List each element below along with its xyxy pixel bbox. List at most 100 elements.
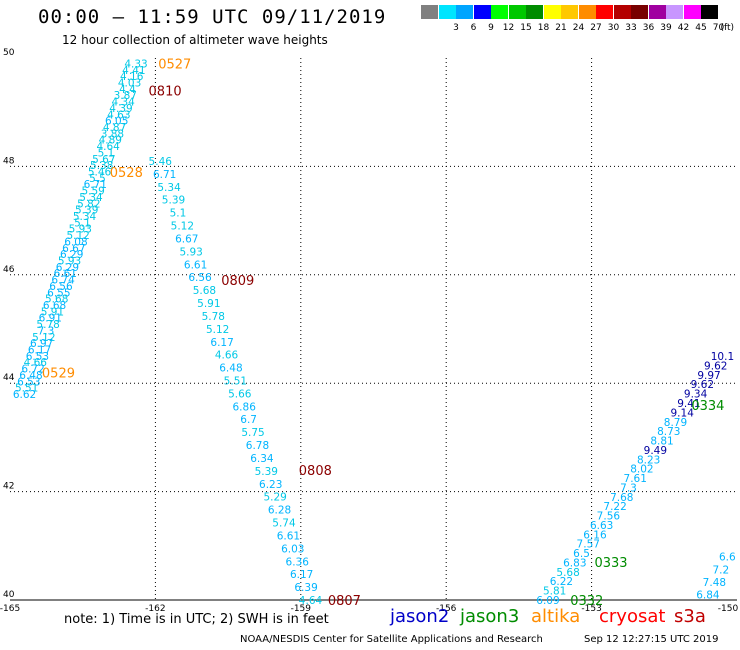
- swh-value: 4.63: [107, 109, 130, 121]
- swh-value: 8.73: [657, 426, 680, 438]
- swh-value: 6.71: [84, 179, 107, 191]
- legend-label: 6: [470, 23, 477, 33]
- swh-value: 6.6: [719, 552, 736, 564]
- lat-tick-label: 48: [3, 156, 15, 166]
- pass-time-label: 0810: [149, 85, 182, 100]
- swh-value: 9.62: [691, 379, 714, 391]
- swh-value: 5.75: [241, 427, 264, 439]
- swh-value: 6.17: [290, 569, 313, 581]
- swh-value: 5.74: [272, 518, 296, 530]
- swh-value: 5.68: [45, 294, 68, 306]
- satellite-legend-altika: altika: [531, 606, 581, 627]
- swh-value: 6.34: [250, 453, 274, 465]
- swh-value: 7.56: [597, 511, 621, 523]
- lat-tick-label: 46: [3, 265, 15, 275]
- swh-value: 6.55: [47, 287, 70, 299]
- swh-value: 5.34: [73, 211, 97, 223]
- pass-time-label: 0334: [691, 399, 724, 414]
- swh-value: 8.81: [650, 436, 673, 448]
- swh-value: 3.88: [101, 128, 124, 140]
- swh-value: 5.68: [193, 285, 216, 297]
- legend-swatch: [631, 5, 648, 19]
- swh-value: 6.68: [43, 300, 66, 312]
- swh-value: 6.29: [56, 262, 79, 274]
- swh-value: 5.66: [228, 388, 252, 400]
- wave-height-tracks: 4.334.414.164.034.43.874.344.394.636.054…: [13, 58, 736, 607]
- legend-label: 3: [453, 23, 459, 33]
- swh-value: 6.63: [590, 520, 613, 532]
- legend-label: 42: [677, 23, 690, 33]
- legend-label: 45: [695, 23, 707, 33]
- swh-value: 6.53: [17, 376, 40, 388]
- legend-swatch: [578, 5, 596, 19]
- pass-time-label: 0528: [110, 166, 143, 181]
- swh-value: 9.41: [677, 398, 700, 410]
- swh-value: 5.82: [77, 198, 100, 210]
- swh-value: 6.86: [233, 401, 257, 413]
- satellite-legend-s3a: s3a: [674, 606, 706, 627]
- swh-value: 6.74: [51, 275, 75, 287]
- swh-value: 4.41: [122, 65, 145, 77]
- satellite-legend-jason3: jason3: [460, 606, 520, 627]
- swh-value: 6.23: [259, 479, 282, 491]
- swh-value: 6.62: [13, 389, 36, 401]
- footer-credit: NOAA/NESDIS Center for Satellite Applica…: [240, 634, 543, 645]
- swh-value: 5.46: [149, 156, 173, 168]
- legend-swatch: [491, 5, 508, 19]
- legend-label: 21: [555, 23, 567, 33]
- swh-value: 6.78: [246, 440, 269, 452]
- swh-value: 5.1: [74, 217, 91, 229]
- swh-value: 6.39: [294, 582, 317, 594]
- legend-label: 9: [488, 23, 494, 33]
- swh-value: 9.49: [644, 445, 667, 457]
- footer-timestamp: Sep 12 12:27:15 UTC 2019: [584, 634, 719, 645]
- lat-tick-label: 44: [3, 373, 15, 383]
- legend-swatch: [526, 5, 543, 19]
- pass-time-labels: 0807 0808 0809 0810 0527 0528 0529 0332 0333 0334: [42, 57, 725, 609]
- swh-value: 6.56: [49, 281, 73, 293]
- swh-value: 7.3: [620, 482, 637, 494]
- legend-swatch: [701, 5, 718, 19]
- swh-value: 4.66: [24, 357, 48, 369]
- legend-label: 15: [520, 23, 532, 33]
- swh-value: 6.61: [54, 268, 77, 280]
- swh-value: 5.93: [179, 246, 202, 258]
- swh-value: 5.93: [58, 256, 81, 268]
- lon-tick-label: -153: [581, 604, 601, 614]
- legend-swatch: [473, 5, 491, 19]
- swh-value: 5.5: [89, 173, 106, 185]
- legend-label: 33: [625, 23, 637, 33]
- swh-value: 5.51: [224, 375, 247, 387]
- swh-value: 6.84: [696, 590, 720, 602]
- pass-time-label: 0527: [158, 57, 191, 72]
- swh-value: 6.08: [64, 236, 87, 248]
- swh-value: 5.39: [255, 466, 278, 478]
- satellite-legend-jason2: jason2: [390, 606, 450, 627]
- swh-value: 9.97: [697, 370, 720, 382]
- swh-value: 6.22: [550, 576, 573, 588]
- swh-value: 7.57: [577, 539, 600, 551]
- swh-value: 4.03: [118, 77, 141, 89]
- swh-value: 5.78: [36, 319, 59, 331]
- lat-tick-label: 42: [3, 482, 14, 492]
- swh-value: 9.14: [671, 407, 695, 419]
- legend-label: 36: [642, 23, 655, 33]
- swh-value: 6.53: [26, 351, 49, 363]
- swh-value: 5.91: [41, 306, 64, 318]
- swh-value: 5.46: [88, 167, 112, 179]
- swh-value: 6.5: [573, 548, 590, 560]
- page-subtitle: 12 hour collection of altimeter wave hei…: [62, 33, 328, 47]
- swh-value: 4.4: [119, 84, 136, 96]
- swh-value: 3.87: [114, 90, 137, 102]
- swh-value: 5.39: [75, 205, 98, 217]
- swh-value: 6.56: [188, 272, 212, 284]
- swh-value: 9.34: [684, 389, 708, 401]
- pass-time-label: 0333: [594, 556, 627, 571]
- swh-value: 5.78: [202, 311, 225, 323]
- swh-value: 5.12: [32, 332, 55, 344]
- swh-value: 5.1: [170, 208, 187, 220]
- legend-label: 18: [537, 23, 550, 33]
- pass-time-label: 0808: [299, 464, 332, 479]
- lat-tick-label: 50: [3, 48, 15, 58]
